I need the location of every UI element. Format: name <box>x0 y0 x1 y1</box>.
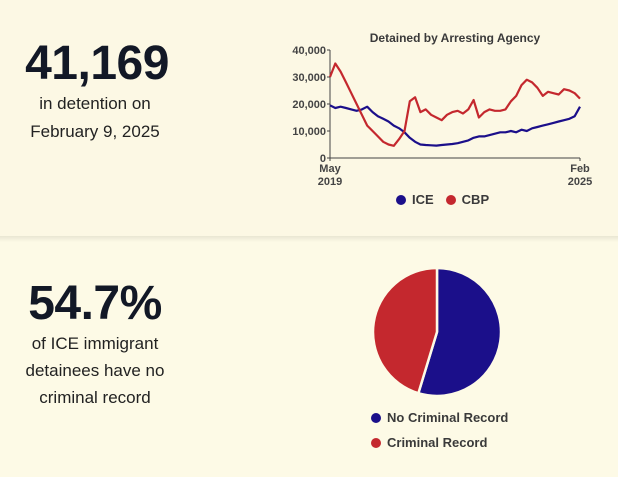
y-tick-label: 0 <box>320 153 326 165</box>
ice-dot-icon <box>396 194 406 205</box>
y-tick-label: 30,000 <box>292 72 326 84</box>
cbp-dot-icon <box>445 194 456 205</box>
line-chart: Detained by Arresting Agency 0 10,000 20,0… <box>292 31 592 188</box>
detention-panel <box>0 0 618 236</box>
pie-chart <box>371 266 503 398</box>
detention-stat: 41,169 in detention on February 9, 2025 <box>0 38 190 146</box>
x-tick-label: May <box>319 163 341 175</box>
x-tick-label: 2019 <box>318 176 342 188</box>
criminal-record-dot-icon <box>371 437 381 448</box>
legend-label-cbp: CBP <box>461 192 490 207</box>
chart-series <box>328 62 581 147</box>
pie-slices <box>371 266 503 398</box>
series-line-cbp <box>328 62 581 147</box>
no-record-percent: 54.7% <box>28 277 162 330</box>
x-tick-label: 2025 <box>568 176 592 188</box>
y-tick-label: 40,000 <box>292 45 326 57</box>
pie-slice-criminal-record <box>371 266 439 395</box>
y-tick-label: 20,000 <box>292 99 326 111</box>
line-legend: ICE CBP <box>396 192 489 207</box>
no-record-desc-line2: detainees have no <box>25 361 165 380</box>
legend-item-criminal-record: Criminal Record <box>371 430 508 455</box>
legend-label-no-record: No Criminal Record <box>387 410 509 425</box>
chart-title: Detained by Arresting Agency <box>370 31 541 45</box>
pie-legend: No Criminal Record Criminal Record <box>371 405 508 455</box>
no-record-desc-line3: criminal record <box>39 388 151 407</box>
series-line-ice <box>329 104 581 147</box>
no-record-dot-icon <box>371 412 381 423</box>
no-record-desc-line1: of ICE immigrant <box>31 334 159 353</box>
detention-count: 41,169 <box>25 37 169 90</box>
pie-slice-no-criminal-record <box>416 266 503 398</box>
detention-desc-line1: in detention on <box>39 94 151 113</box>
legend-item-cbp: CBP <box>445 192 490 207</box>
section-divider <box>0 236 618 242</box>
criminal-record-panel <box>0 242 618 477</box>
detention-desc-line2: February 9, 2025 <box>30 122 160 141</box>
legend-label-criminal-record: Criminal Record <box>387 435 488 450</box>
no-record-stat: 54.7% of ICE immigrant detainees have no… <box>0 278 190 411</box>
x-tick-label: Feb <box>570 163 590 175</box>
legend-item-no-record: No Criminal Record <box>371 405 508 430</box>
legend-item-ice: ICE <box>396 192 434 207</box>
y-tick-label: 10,000 <box>292 126 326 138</box>
legend-label-ice: ICE <box>412 192 434 207</box>
